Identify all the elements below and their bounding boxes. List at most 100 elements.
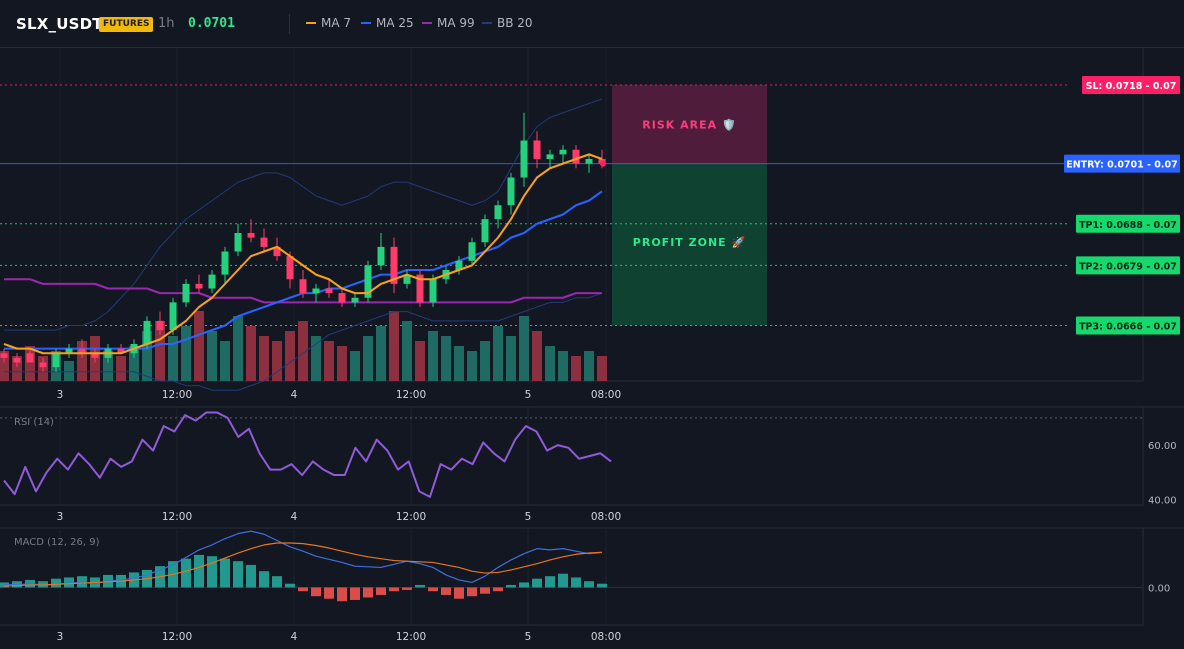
volume-bar-20	[259, 336, 269, 381]
macd-hist-bar-24	[311, 587, 321, 597]
volume-bar-31	[402, 321, 412, 381]
macd-hist-bar-6	[77, 576, 87, 588]
volume-bar-10	[129, 346, 139, 381]
ma7-swatch	[306, 21, 316, 24]
x-tick-3-0: 12:00	[396, 389, 426, 401]
volume-bar-43	[558, 351, 568, 381]
x-tick-2-2: 4	[291, 631, 298, 643]
candle-body-26	[338, 293, 346, 303]
candle-body-3	[39, 362, 47, 368]
legend-ma25[interactable]: MA 25	[361, 16, 414, 30]
x-tick-4-0: 5	[525, 389, 532, 401]
candle-body-13	[169, 302, 177, 331]
candle-body-37	[481, 219, 489, 243]
candle-body-4	[52, 353, 60, 368]
macd-signal-line	[3, 542, 603, 587]
candle-body-2	[26, 353, 34, 363]
x-tick-0-1: 3	[57, 511, 64, 523]
macd-hist-bar-25	[324, 587, 334, 599]
macd-hist-bar-5	[64, 577, 74, 588]
macd-hist-bar-37	[480, 587, 490, 594]
bb-lower-line	[4, 292, 603, 391]
macd-hist-bar-42	[545, 576, 555, 588]
volume-bar-38	[493, 326, 503, 381]
timeframe-label[interactable]: 1h	[158, 16, 175, 31]
volume-bar-19	[246, 326, 256, 381]
candle-body-21	[273, 246, 281, 257]
legend-ma99[interactable]: MA 99	[422, 16, 475, 30]
bb-upper-line	[4, 98, 603, 331]
candle-body-19	[247, 233, 255, 238]
candle-body-43	[559, 149, 567, 155]
macd-hist-bar-28	[363, 587, 373, 598]
candle-body-1	[13, 357, 21, 363]
candle-body-44	[572, 149, 580, 164]
candle-body-30	[390, 246, 398, 284]
volume-bar-0	[0, 351, 9, 381]
legend-ma7[interactable]: MA 7	[306, 16, 351, 30]
macd-hist-bar-14	[181, 558, 191, 588]
candle-body-12	[156, 320, 164, 331]
x-tick-3-1: 12:00	[396, 511, 426, 523]
volume-bar-25	[324, 341, 334, 381]
macd-hist-bar-27	[350, 587, 360, 600]
level-label-sl: SL: 0.0718 - 0.07	[1086, 81, 1177, 92]
macd-hist-bar-30	[389, 587, 399, 592]
macd-hist-bar-35	[454, 587, 464, 599]
macd-hist-bar-18	[233, 561, 243, 588]
level-label-tp2: TP2: 0.0679 - 0.07	[1079, 261, 1177, 272]
volume-bar-42	[545, 346, 555, 381]
macd-hist-bar-17	[220, 558, 230, 588]
volume-bar-39	[506, 336, 516, 381]
volume-bar-9	[116, 356, 126, 381]
profit-zone-label: PROFIT ZONE 🚀	[633, 236, 746, 249]
volume-bar-35	[454, 346, 464, 381]
risk-area-label: RISK AREA 🛡️	[642, 118, 736, 131]
legend-ma7-label: MA 7	[321, 16, 352, 30]
volume-bar-23	[298, 321, 308, 381]
macd-hist-bar-1	[12, 581, 22, 588]
volume-bar-41	[532, 331, 542, 381]
macd-title: MACD (12, 26, 9)	[14, 537, 100, 548]
level-tag-tp1	[1076, 214, 1180, 233]
x-tick-2-0: 4	[291, 389, 298, 401]
risk-area-zone	[612, 85, 767, 164]
macd-hist-bar-38	[493, 587, 503, 592]
ma7-line	[3, 153, 603, 355]
macd-hist-bar-16	[207, 556, 217, 588]
symbol-name[interactable]: SLX_USDT	[16, 15, 103, 33]
candle-body-39	[507, 177, 515, 206]
candle-body-27	[351, 297, 359, 303]
candle-body-6	[78, 348, 86, 354]
volume-bar-24	[311, 336, 321, 381]
volume-bar-6	[77, 341, 87, 381]
rsi-line	[3, 411, 612, 498]
macd-hist-bar-22	[285, 583, 295, 588]
macd-hist-bar-0	[0, 582, 9, 588]
volume-bar-18	[233, 316, 243, 381]
x-tick-5-1: 08:00	[591, 511, 621, 523]
macd-hist-bar-34	[441, 587, 451, 595]
macd-hist-bar-33	[428, 587, 438, 592]
volume-bar-37	[480, 341, 490, 381]
macd-hist-bar-31	[402, 587, 412, 590]
x-tick-3-2: 12:00	[396, 631, 426, 643]
level-tag-entry	[1064, 154, 1180, 173]
volume-bar-26	[337, 346, 347, 381]
x-tick-2-1: 4	[291, 511, 298, 523]
macd-hist-bar-43	[558, 573, 568, 588]
candle-body-38	[494, 205, 502, 220]
candle-body-25	[325, 288, 333, 294]
x-tick-5-2: 08:00	[591, 631, 621, 643]
level-tag-tp2	[1076, 256, 1180, 275]
macd-hist-bar-3	[38, 581, 48, 588]
level-tag-tp3	[1076, 316, 1180, 335]
macd-hist-bar-20	[259, 571, 269, 588]
legend-bb20[interactable]: BB 20	[482, 16, 533, 30]
candle-body-15	[195, 283, 203, 289]
legend-ma25-label: MA 25	[376, 16, 414, 30]
macd-hist-bar-36	[467, 587, 477, 597]
volume-bar-1	[12, 356, 22, 381]
candle-body-40	[520, 140, 528, 178]
